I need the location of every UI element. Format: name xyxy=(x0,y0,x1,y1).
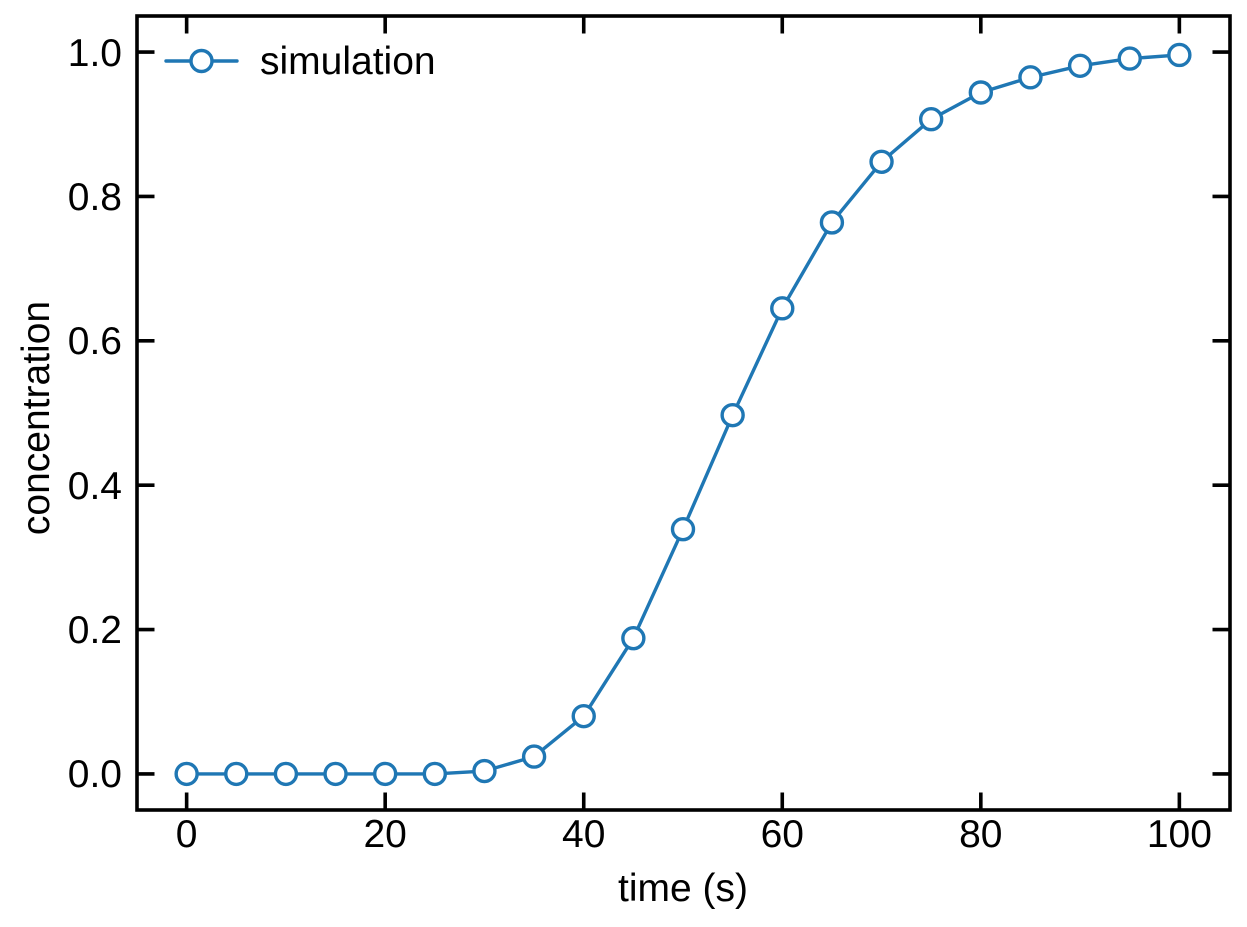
svg-text:0.0: 0.0 xyxy=(68,753,122,796)
svg-text:20: 20 xyxy=(363,813,406,856)
svg-text:40: 40 xyxy=(562,813,605,856)
svg-text:0.2: 0.2 xyxy=(68,609,122,652)
svg-text:0.8: 0.8 xyxy=(68,176,122,219)
svg-text:0: 0 xyxy=(176,813,198,856)
svg-text:80: 80 xyxy=(959,813,1002,856)
svg-text:100: 100 xyxy=(1147,813,1212,856)
svg-text:0.4: 0.4 xyxy=(68,465,122,508)
svg-text:0.6: 0.6 xyxy=(68,320,122,363)
svg-text:time (s): time (s) xyxy=(618,867,748,910)
svg-text:simulation: simulation xyxy=(260,40,436,83)
svg-text:concentration: concentration xyxy=(15,301,58,535)
svg-text:1.0: 1.0 xyxy=(68,32,122,75)
svg-text:60: 60 xyxy=(761,813,804,856)
